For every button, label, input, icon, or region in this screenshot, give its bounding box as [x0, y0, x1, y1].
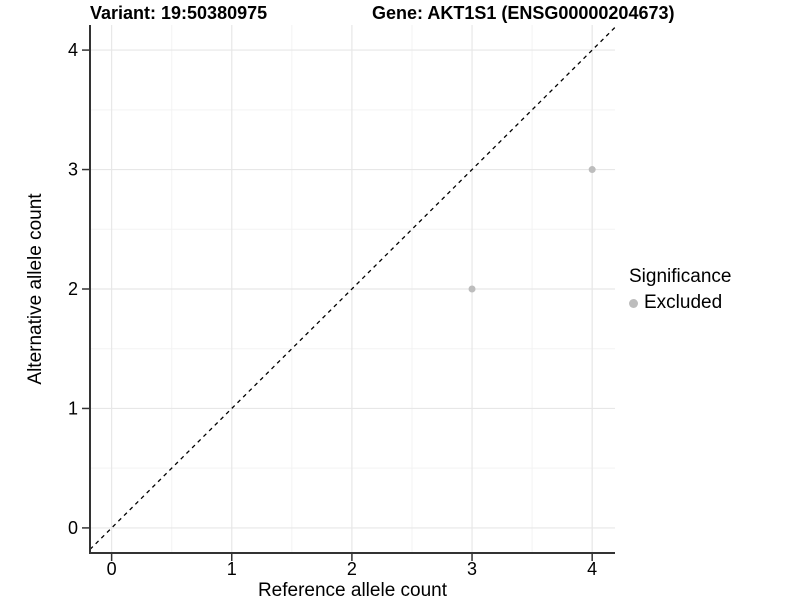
x-tick-label: 4	[587, 559, 597, 579]
legend-item-excluded: Excluded	[629, 292, 731, 314]
data-point	[468, 285, 476, 293]
excluded-point-icon	[629, 298, 638, 308]
y-tick-label: 1	[68, 398, 78, 418]
x-tick-label: 2	[347, 559, 357, 579]
y-tick-label: 4	[68, 40, 78, 60]
x-tick-label: 1	[227, 559, 237, 579]
legend-label-excluded: Excluded	[644, 292, 723, 313]
legend-title: Significance	[629, 266, 732, 287]
y-tick-label: 0	[68, 518, 78, 538]
plot-title-gene: Gene: AKT1S1 (ENSG00000204673)	[372, 3, 675, 23]
y-axis-title: Alternative allele count	[25, 193, 46, 385]
plot-title-variant: Variant: 19:50380975	[90, 3, 268, 23]
legend: Significance Excluded	[629, 266, 731, 314]
x-tick-label: 3	[467, 559, 477, 579]
x-axis-title: Reference allele count	[257, 580, 448, 600]
y-tick-label: 3	[68, 160, 78, 180]
data-point	[588, 166, 596, 174]
identity-line	[89, 26, 616, 550]
x-tick-label: 0	[107, 559, 117, 579]
y-tick-label: 2	[68, 279, 78, 299]
